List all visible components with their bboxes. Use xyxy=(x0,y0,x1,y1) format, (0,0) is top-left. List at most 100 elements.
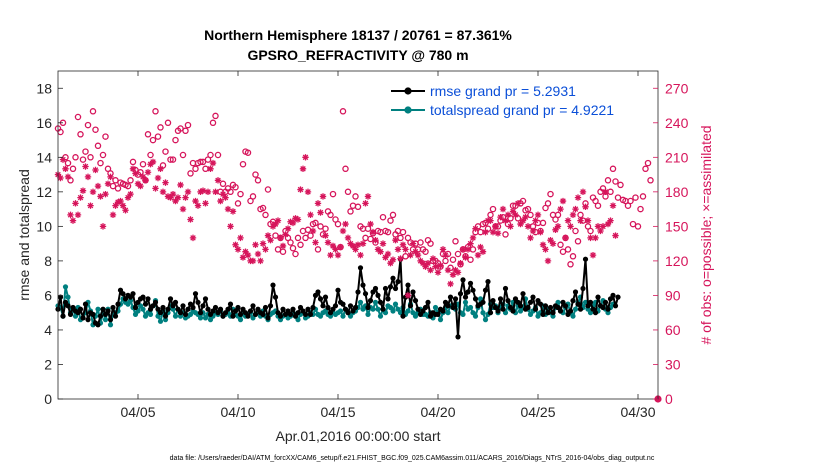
rmse-point xyxy=(100,306,106,312)
rmse-point xyxy=(322,294,329,300)
rmse-point xyxy=(367,298,374,304)
obs-possible-point xyxy=(254,177,262,184)
obs-possible-point xyxy=(234,200,242,207)
rmse-point xyxy=(605,306,611,312)
obs-assimilated-point xyxy=(257,257,264,265)
obs-assimilated-point xyxy=(317,209,324,216)
rmse-point xyxy=(217,306,224,312)
obs-assimilated-point xyxy=(314,200,322,207)
obs-assimilated-point xyxy=(472,225,479,232)
y-left-tick-label: 8 xyxy=(44,253,52,269)
rmse-point xyxy=(422,304,429,311)
obs-possible-point xyxy=(252,171,259,178)
obs-assimilated-point xyxy=(222,194,229,201)
rmse-point xyxy=(165,306,171,312)
obs-assimilated-point xyxy=(72,200,79,207)
rmse-point xyxy=(97,313,104,319)
rmse-point xyxy=(230,313,236,319)
obs-assimilated-point xyxy=(59,156,67,163)
obs-assimilated-point xyxy=(324,239,332,246)
obs-assimilated-point xyxy=(394,246,402,253)
spread-point xyxy=(390,308,396,314)
y-right-tick-label: 60 xyxy=(665,322,681,338)
obs-possible-point xyxy=(77,131,84,138)
rmse-point xyxy=(332,303,339,309)
obs-assimilated-point xyxy=(504,211,512,219)
obs-possible-point xyxy=(367,235,374,243)
obs-assimilated-point xyxy=(347,240,354,247)
rmse-point xyxy=(435,311,441,317)
y-right-tick-label: 150 xyxy=(665,218,689,234)
obs-possible-point xyxy=(587,227,594,235)
obs-possible-point xyxy=(387,217,394,224)
rmse-point xyxy=(390,275,396,281)
obs-assimilated-point xyxy=(89,188,97,196)
obs-possible-point xyxy=(317,223,324,230)
obs-possible-point xyxy=(179,151,187,159)
rmse-point xyxy=(130,291,136,297)
obs-possible-point xyxy=(342,165,349,173)
obs-assimilated-point xyxy=(382,254,389,261)
y-axis-right-label: # of obs: o=possible; ×=assimilated xyxy=(698,125,714,344)
obs-possible-point xyxy=(484,225,492,232)
obs-possible-point xyxy=(287,239,294,246)
obs-assimilated-point xyxy=(494,230,502,237)
spread-point xyxy=(237,317,244,323)
rmse-point xyxy=(347,303,354,309)
rmse-point xyxy=(440,308,446,314)
rmse-point xyxy=(190,304,196,311)
obs-assimilated-point xyxy=(404,292,412,299)
obs-assimilated-point xyxy=(322,232,329,239)
obs-assimilated-point xyxy=(217,197,224,205)
obs-assimilated-point xyxy=(602,188,609,196)
rmse-point xyxy=(307,311,314,317)
y-right-tick-label: 270 xyxy=(665,80,689,96)
obs-assimilated-point xyxy=(384,250,392,258)
obs-assimilated-point xyxy=(104,180,112,187)
rmse-point xyxy=(252,311,259,317)
obs-possible-point xyxy=(564,246,572,253)
obs-assimilated-point xyxy=(194,202,202,209)
obs-possible-point xyxy=(647,177,654,184)
obs-possible-point xyxy=(569,253,577,260)
rmse-point xyxy=(295,310,301,316)
obs-assimilated-point xyxy=(114,199,122,206)
obs-assimilated-point xyxy=(557,205,564,213)
obs-possible-point xyxy=(627,197,634,205)
obs-assimilated-point xyxy=(219,190,227,198)
obs-possible-point xyxy=(329,190,337,198)
obs-possible-point xyxy=(592,197,599,205)
spread-point xyxy=(62,284,69,290)
obs-assimilated-point xyxy=(132,170,139,177)
rmse-point xyxy=(407,303,414,309)
legend-box xyxy=(386,78,648,120)
obs-assimilated-point xyxy=(507,223,514,230)
rmse-point xyxy=(110,304,116,311)
obs-assimilated-point xyxy=(422,263,429,270)
obs-assimilated-point xyxy=(542,246,549,253)
rmse-series xyxy=(55,256,621,340)
obs-possible-point xyxy=(112,177,119,184)
obs-possible-point xyxy=(547,190,554,198)
obs-possible-point xyxy=(624,202,632,209)
y-left-tick-label: 0 xyxy=(44,391,52,407)
obs-possible-point xyxy=(417,239,424,246)
rmse-point xyxy=(265,315,271,321)
obs-assimilated-point xyxy=(249,257,257,265)
obs-assimilated-point xyxy=(292,215,299,222)
obs-assimilated-point xyxy=(609,202,617,209)
obs-possible-point xyxy=(274,246,282,253)
obs-possible-point xyxy=(102,133,109,140)
obs-assimilated-point xyxy=(279,242,287,250)
rmse-point xyxy=(460,277,466,283)
obs-possible-point xyxy=(334,220,342,228)
obs-assimilated-point xyxy=(594,223,602,230)
y-left-tick-label: 16 xyxy=(36,115,52,131)
obs-assimilated-point xyxy=(552,226,559,234)
obs-possible-point xyxy=(127,177,134,184)
obs-assimilated-point xyxy=(579,188,587,196)
rmse-point xyxy=(287,311,294,317)
obs-possible-point xyxy=(294,234,302,242)
plot-frame xyxy=(57,70,659,400)
obs-assimilated-point xyxy=(444,266,452,274)
